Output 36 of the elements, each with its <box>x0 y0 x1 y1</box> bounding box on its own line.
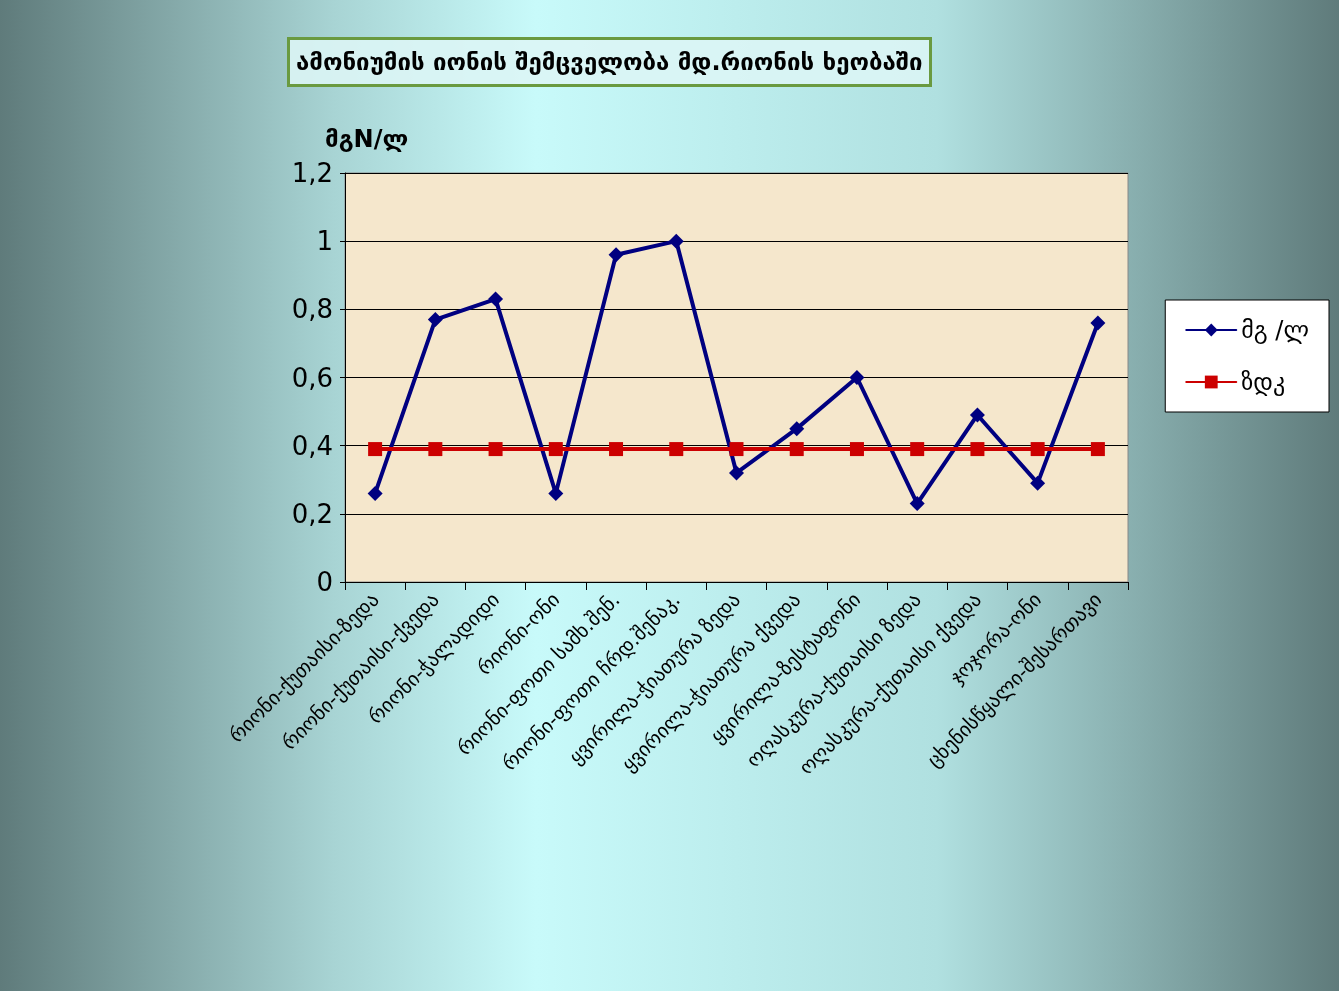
y-tick-label: 1,2 <box>291 158 333 188</box>
point <box>969 407 985 423</box>
point <box>729 442 744 457</box>
chart-title: ამონიუმის იონის შემცველობა მდ.რიონის ხეობაში <box>296 48 923 76</box>
y-tick-label: 0,2 <box>291 498 333 529</box>
y-tick-label: 0,8 <box>291 294 333 325</box>
y-tick-label: 0 <box>316 567 333 597</box>
point <box>488 291 504 307</box>
point <box>669 442 684 457</box>
legend-label: მგ /ლ <box>1241 316 1309 344</box>
y-tick-label: 0,6 <box>291 362 333 393</box>
point <box>910 442 925 457</box>
y-tick-label: 0,4 <box>291 430 333 461</box>
point <box>608 247 624 263</box>
point <box>789 442 804 457</box>
point <box>849 442 864 457</box>
y-axis-title: მგN/ლ <box>325 125 409 153</box>
point <box>1030 475 1046 491</box>
point <box>789 421 805 437</box>
legend-label: ზდკ <box>1241 368 1286 396</box>
y-tick-label: 1 <box>316 226 333 257</box>
point <box>729 465 744 481</box>
point <box>1030 442 1045 457</box>
point <box>488 442 503 457</box>
point <box>909 496 925 512</box>
point <box>367 485 383 501</box>
point <box>849 370 865 385</box>
point <box>970 442 985 457</box>
point <box>1090 442 1105 457</box>
point <box>609 442 624 457</box>
point <box>428 442 443 457</box>
point <box>1090 315 1106 331</box>
point <box>548 442 563 457</box>
point <box>668 233 684 249</box>
point <box>368 442 383 457</box>
point <box>427 312 443 328</box>
